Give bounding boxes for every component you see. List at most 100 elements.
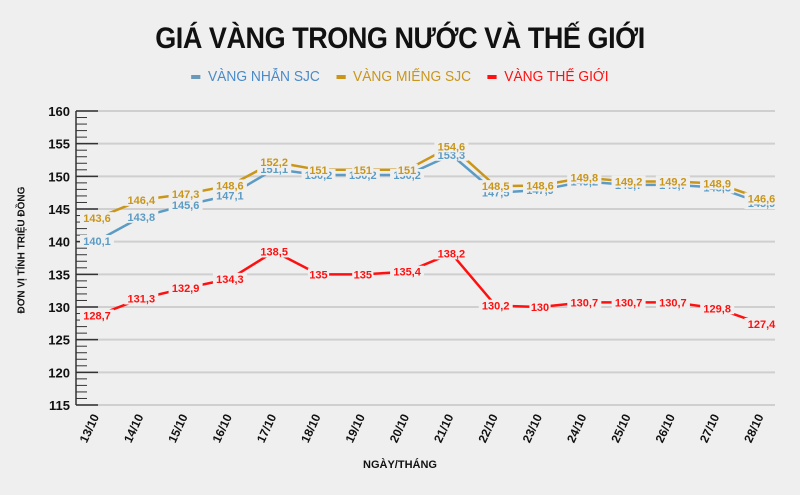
data-label: 149,2 (659, 177, 687, 189)
data-label: 146,4 (128, 195, 156, 207)
label-bg (168, 282, 203, 295)
y-axis-label: ĐƠN VỊ TÍNH TRIỆU ĐỒNG (16, 186, 28, 314)
y-tick-label: 120 (48, 365, 70, 380)
legend-swatch-icon (191, 74, 201, 79)
data-label: 151 (309, 165, 327, 177)
data-label: 132,9 (172, 283, 200, 295)
x-tick-label: 18/10 (298, 411, 324, 444)
y-tick-label: 160 (48, 104, 70, 119)
legend-swatch-icon (487, 74, 497, 79)
y-tick-label: 115 (49, 398, 70, 413)
data-label: 138,5 (260, 246, 288, 258)
data-label: 127,4 (748, 319, 776, 331)
y-tick-label: 130 (48, 300, 70, 315)
y-tick-label: 155 (48, 137, 70, 152)
x-tick-label: 16/10 (210, 411, 236, 444)
x-tick-label: 19/10 (342, 411, 368, 444)
legend-swatch-icon (336, 74, 346, 79)
label-bg (257, 155, 292, 168)
data-label: 128,7 (83, 310, 111, 322)
x-tick-label: 21/10 (431, 411, 457, 444)
data-label: 151 (398, 165, 416, 177)
legend: VÀNG NHẪN SJC VÀNG MIẾNG SJC VÀNG THẾ GI… (32, 68, 768, 85)
label-bg (700, 177, 735, 190)
data-label: 135 (354, 269, 372, 281)
x-tick-label: 22/10 (475, 411, 501, 444)
data-label: 146,6 (748, 194, 776, 206)
data-label: 130,7 (615, 297, 643, 309)
x-tick-label: 17/10 (254, 411, 280, 444)
data-label: 149,2 (615, 177, 643, 189)
legend-item-vang-nhan: VÀNG NHẪN SJC (191, 68, 320, 85)
x-tick-label: 24/10 (564, 411, 590, 444)
label-bg (168, 199, 203, 212)
data-label: 148,9 (703, 179, 731, 191)
data-label: 130,2 (482, 301, 510, 313)
label-bg (567, 296, 602, 309)
legend-label: VÀNG NHẪN SJC (207, 68, 320, 85)
legend-label: VÀNG THẾ GIỚI (504, 68, 609, 85)
label-bg (396, 163, 418, 176)
label-bg (744, 192, 779, 205)
data-label: 140,1 (83, 236, 111, 248)
label-bg (352, 163, 374, 176)
data-label: 134,3 (216, 274, 244, 286)
data-label: 145,6 (172, 200, 200, 212)
label-bg (655, 296, 690, 309)
data-label: 148,5 (482, 181, 510, 193)
y-tick-label: 125 (48, 333, 70, 348)
x-tick-label: 27/10 (697, 411, 723, 444)
label-bg (700, 302, 735, 315)
data-label: 153,3 (438, 150, 466, 162)
label-bg (212, 179, 247, 192)
label-bg (611, 296, 646, 309)
x-tick-label: 14/10 (121, 411, 147, 444)
label-bg (523, 179, 557, 192)
data-label: 147,1 (216, 190, 244, 202)
x-tick-label: 25/10 (608, 411, 634, 444)
label-bg (212, 189, 247, 202)
label-bg (567, 171, 602, 184)
label-bg (124, 193, 159, 206)
data-label: 129,8 (703, 303, 731, 315)
label-bg (124, 210, 159, 223)
label-bg (390, 265, 425, 278)
data-label: 130 (531, 302, 549, 314)
data-label: 151 (354, 165, 372, 177)
y-tick-label: 140 (48, 235, 70, 250)
y-tick-label: 145 (48, 202, 70, 217)
label-bg (80, 235, 114, 248)
x-axis-label: NGÀY/THÁNG (363, 459, 437, 471)
label-bg (168, 187, 203, 200)
data-label: 135,4 (393, 267, 421, 279)
label-bg (434, 140, 469, 153)
data-label: 143,8 (128, 212, 156, 224)
data-label: 148,6 (216, 180, 244, 192)
label-bg (80, 212, 114, 225)
label-bg (611, 175, 646, 188)
data-label: 130,7 (571, 297, 599, 309)
x-tick-label: 20/10 (387, 411, 413, 444)
x-tick-label: 13/10 (77, 411, 103, 444)
label-bg (352, 268, 374, 281)
label-bg (307, 268, 330, 281)
series-line (96, 153, 762, 243)
data-label: 130,7 (659, 297, 687, 309)
data-label: 152,2 (260, 157, 288, 169)
label-bg (212, 272, 247, 285)
legend-item-vang-mieng: VÀNG MIẾNG SJC (336, 68, 471, 85)
data-label: 138,2 (438, 248, 466, 260)
x-tick-label: 15/10 (165, 411, 191, 444)
y-tick-label: 135 (48, 267, 70, 282)
chart-title: GIÁ VÀNG TRONG NƯỚC VÀ THẾ GIỚI (155, 22, 645, 55)
data-label: 149,8 (571, 173, 599, 185)
legend-label: VÀNG MIẾNG SJC (353, 68, 472, 85)
x-tick-label: 26/10 (653, 411, 679, 444)
label-bg (529, 301, 551, 313)
data-label: 143,6 (83, 213, 111, 225)
label-bg (434, 247, 469, 260)
label-bg (80, 309, 114, 322)
data-label: 135 (309, 269, 327, 281)
label-bg (744, 317, 779, 330)
